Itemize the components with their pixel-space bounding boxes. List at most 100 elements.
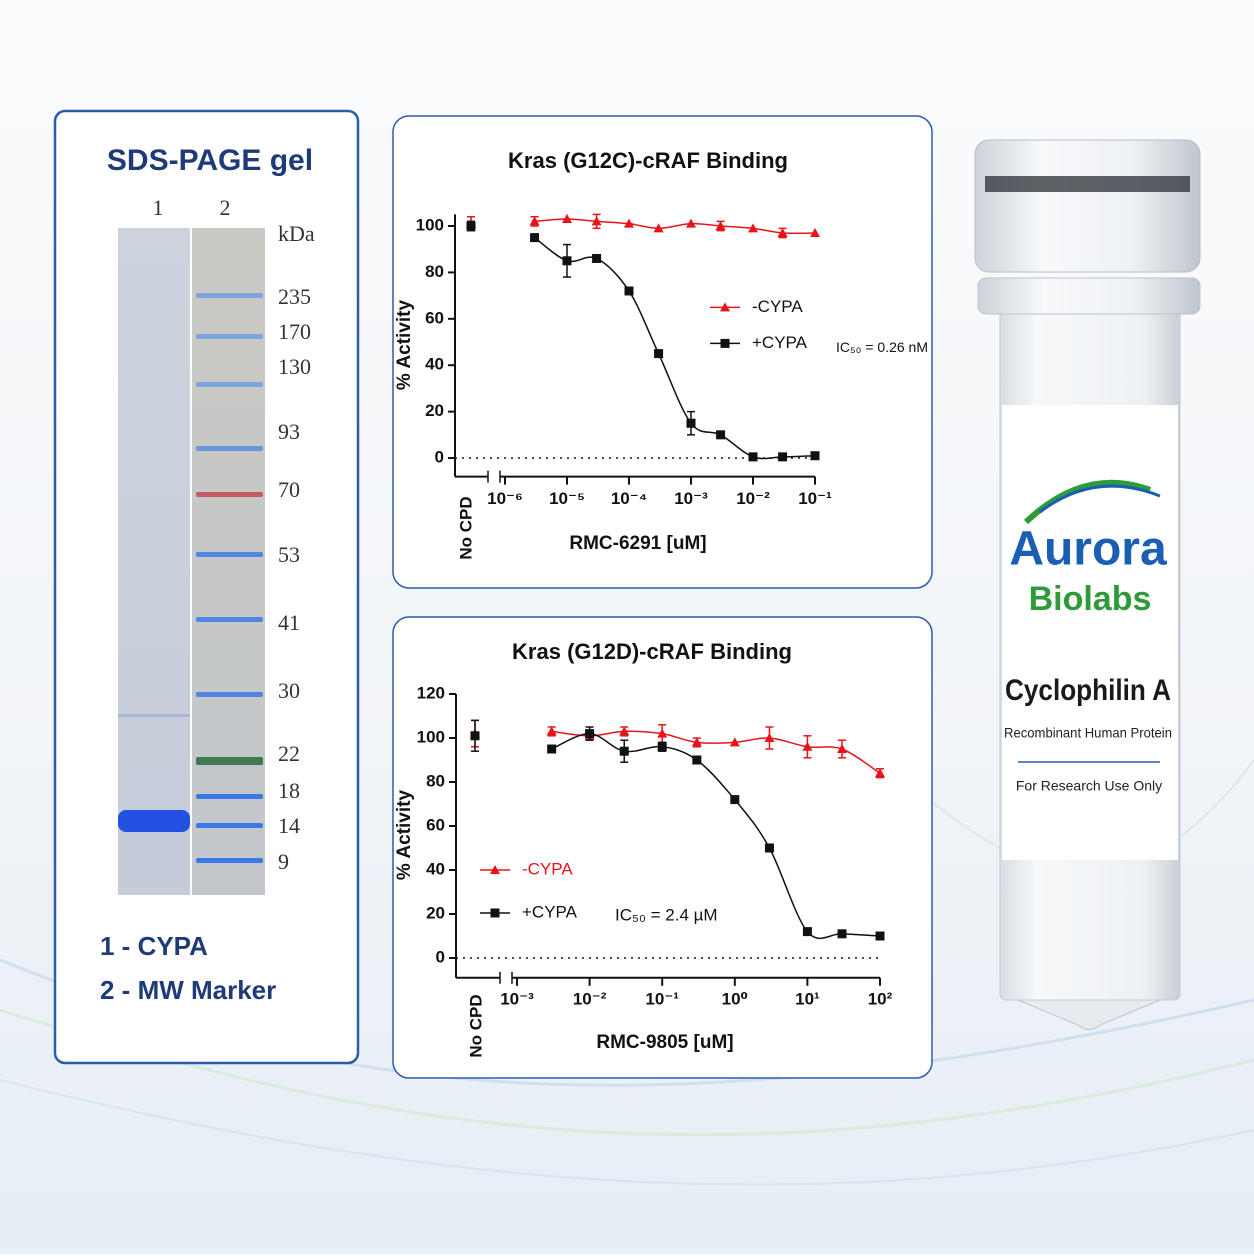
- legend-label: +CYPA: [752, 333, 808, 352]
- marker-label: 9: [278, 849, 289, 874]
- no-cpd-point: [466, 221, 476, 231]
- vial-cone: [1017, 999, 1161, 1030]
- y-axis-label: % Activity: [394, 300, 415, 391]
- legend-label: -CYPA: [752, 297, 803, 316]
- wave: [0, 1079, 1254, 1186]
- marker-band: [196, 692, 263, 697]
- data-point: [619, 746, 629, 756]
- legend-marker: [720, 302, 730, 312]
- product-note: For Research Use Only: [1016, 778, 1162, 794]
- data-point: [657, 728, 668, 738]
- category-label: No CPD: [466, 994, 485, 1057]
- marker-band: [196, 858, 263, 863]
- fit-curve: [551, 732, 881, 940]
- gel-lane: [118, 228, 190, 895]
- x-tick-label: 10⁻³: [674, 489, 708, 508]
- vial-rim: [977, 277, 1201, 315]
- data-point: [547, 744, 557, 754]
- x-tick-label: 10⁻²: [573, 989, 607, 1008]
- data-point: [529, 216, 540, 226]
- x-tick-label: 10⁻¹: [645, 989, 679, 1008]
- x-tick-label: 10⁰: [722, 989, 748, 1008]
- gel-markers: 235 170 130 93 70 53 41 30 22 18 14 9: [196, 284, 311, 874]
- y-tick-label: 20: [426, 903, 445, 922]
- x-tick-label: 10⁻²: [736, 489, 770, 508]
- data-point: [730, 795, 740, 805]
- lane-label: 2: [220, 195, 231, 220]
- data-point: [802, 927, 812, 937]
- data-point: [619, 726, 630, 736]
- y-tick-label: 80: [425, 262, 444, 281]
- marker-label: 170: [278, 319, 311, 344]
- chart-title: Kras (G12C)-cRAF Binding: [508, 148, 788, 173]
- marker-label: 18: [278, 778, 300, 803]
- lane-label: 1: [153, 195, 164, 220]
- y-tick-label: 20: [425, 401, 444, 420]
- y-tick-label: 40: [426, 859, 445, 878]
- data-point: [624, 286, 634, 296]
- chart-panel: [392, 616, 933, 1079]
- marker-band: [196, 823, 263, 828]
- data-point: [748, 223, 758, 233]
- fit-curve: [534, 218, 816, 235]
- data-point: [837, 744, 848, 753]
- legend-marker: [720, 338, 730, 348]
- fit-curve: [534, 236, 816, 460]
- cap-ridges: [985, 176, 1190, 192]
- gel-legend: 2 - MW Marker: [100, 975, 276, 1005]
- data-point: [653, 223, 664, 233]
- gel-legend: 1 - CYPA: [100, 931, 208, 961]
- y-tick-label: 0: [436, 947, 445, 966]
- data-point: [875, 768, 885, 778]
- data-point: [837, 929, 847, 939]
- category-label: No CPD: [456, 496, 475, 559]
- x-tick-label: 10⁻³: [500, 989, 534, 1008]
- marker-band: [196, 617, 263, 622]
- data-point: [729, 737, 740, 747]
- y-tick-label: 120: [417, 683, 445, 702]
- data-point: [562, 256, 572, 266]
- x-tick-label: 10¹: [795, 989, 820, 1008]
- data-point: [654, 349, 664, 359]
- marker-band: [196, 293, 263, 298]
- brand: Aurora: [1009, 523, 1167, 576]
- marker-band: [196, 334, 263, 339]
- legend-label: -CYPA: [522, 859, 573, 878]
- data-point: [715, 221, 726, 231]
- fit-curve: [551, 730, 881, 774]
- data-point: [691, 737, 702, 747]
- data-point: [716, 430, 726, 440]
- data-point: [692, 755, 702, 765]
- y-tick-label: 100: [416, 215, 444, 234]
- legend-marker: [490, 865, 500, 874]
- marker-band: [196, 794, 263, 799]
- data-point: [778, 452, 788, 462]
- marker-band: [196, 757, 263, 765]
- gel-title: SDS-PAGE gel: [107, 144, 313, 177]
- data-point: [764, 843, 774, 853]
- y-axis-label: % Activity: [394, 790, 415, 881]
- vial-cap: [974, 139, 1201, 273]
- product-name: Cyclophilin A: [1005, 674, 1171, 707]
- data-point: [810, 451, 820, 461]
- y-tick-label: 60: [425, 308, 444, 327]
- marker-label: 41: [278, 610, 300, 635]
- data-point: [657, 742, 667, 752]
- marker-label: 14: [278, 813, 300, 838]
- x-tick-label: 10⁻⁴: [611, 489, 647, 508]
- marker-label: 93: [278, 419, 300, 444]
- product-description: Recombinant Human Protein: [1004, 725, 1172, 741]
- marker-label: 30: [278, 678, 300, 703]
- logo-arc: [1023, 479, 1152, 525]
- data-point: [591, 216, 602, 226]
- y-tick-label: 80: [426, 771, 445, 790]
- vial: Aurora Biolabs Cyclophilin A Recombinant…: [974, 139, 1201, 1030]
- gel-band: [118, 714, 190, 717]
- no-cpd-point: [470, 731, 480, 741]
- data-point: [748, 452, 758, 462]
- data-point: [686, 218, 696, 228]
- marker-band: [196, 552, 263, 557]
- marker-label: 235: [278, 284, 311, 309]
